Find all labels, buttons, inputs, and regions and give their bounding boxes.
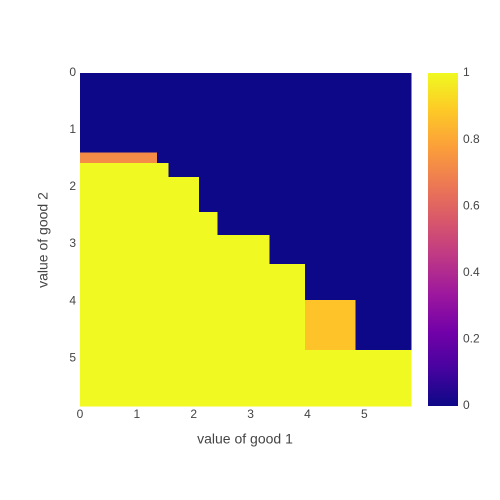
heatmap-cell <box>156 350 170 407</box>
heatmap-cell <box>269 234 306 265</box>
heatmap-cell <box>355 350 412 407</box>
heatmap-cell <box>269 212 306 236</box>
heatmap-cell <box>217 73 270 153</box>
heatmap-cell <box>80 152 158 164</box>
heatmap-cell <box>305 234 356 265</box>
colorbar-tick-label: 0.4 <box>463 265 480 279</box>
x-tick-label: 3 <box>247 407 254 421</box>
heatmap-cell <box>355 212 412 236</box>
heatmap-cell <box>269 152 306 164</box>
heatmap-cell <box>156 163 170 178</box>
heatmap-cell <box>80 299 158 351</box>
heatmap-cell <box>355 152 412 164</box>
heatmap-cell <box>217 212 270 236</box>
colorbar-tick-label: 0.2 <box>463 332 480 346</box>
heatmap-cell <box>198 264 219 301</box>
colorbar-tick-label: 1 <box>463 65 470 79</box>
heatmap-cell <box>217 176 270 213</box>
heatmap-cell <box>198 234 219 265</box>
x-tick-label: 4 <box>304 407 311 421</box>
heatmap-cell <box>168 176 200 213</box>
y-axis-title: value of good 2 <box>35 192 51 288</box>
x-tick-label: 2 <box>190 407 197 421</box>
heatmap-cell <box>305 299 356 351</box>
heatmap-cell <box>269 299 306 351</box>
heatmap-cell <box>168 299 200 351</box>
heatmap-cell <box>217 152 270 164</box>
heatmap-cell <box>156 234 170 265</box>
heatmap-cell <box>198 350 219 407</box>
heatmap-cell <box>80 350 158 407</box>
heatmap-cell <box>198 212 219 236</box>
heatmap-cell <box>305 212 356 236</box>
heatmap-cell <box>305 73 356 153</box>
colorbar-tick-label: 0.8 <box>463 132 480 146</box>
heatmap-cell <box>269 264 306 301</box>
heatmap-cell <box>80 163 158 178</box>
heatmap-cell <box>355 163 412 178</box>
heatmap-cell <box>305 152 356 164</box>
heatmap-cell <box>80 176 158 213</box>
heatmap-cell <box>269 163 306 178</box>
heatmap-cell <box>168 264 200 301</box>
heatmap-cell <box>80 234 158 265</box>
heatmap-cell <box>355 299 412 351</box>
heatmap-cell <box>156 176 170 213</box>
heatmap-cell <box>355 234 412 265</box>
heatmap-cell <box>198 73 219 153</box>
colorbar-tick-label: 0.6 <box>463 198 480 212</box>
heatmap-cell <box>305 163 356 178</box>
colorbar <box>428 73 458 406</box>
x-axis-title: value of good 1 <box>197 431 293 447</box>
heatmap-cell <box>305 264 356 301</box>
heatmap-cell <box>168 73 200 153</box>
heatmap-cell <box>80 212 158 236</box>
heatmap-cell <box>156 212 170 236</box>
heatmap-cell <box>168 152 200 164</box>
y-tick-label: 4 <box>69 293 76 307</box>
heatmap-cell <box>156 73 170 153</box>
heatmap-cell <box>355 264 412 301</box>
heatmap-cell <box>355 176 412 213</box>
heatmap-cell <box>269 73 306 153</box>
heatmap-cell <box>217 350 270 407</box>
heatmap-cell <box>269 350 306 407</box>
heatmap-cell <box>156 264 170 301</box>
heatmap-cell <box>198 299 219 351</box>
y-tick-label: 3 <box>69 236 76 250</box>
heatmap-cell <box>168 234 200 265</box>
heatmap-cell <box>168 350 200 407</box>
heatmap-cell <box>168 163 200 178</box>
heatmap-cell <box>198 163 219 178</box>
heatmap-cell <box>217 163 270 178</box>
heatmap-cell <box>217 299 270 351</box>
x-tick-label: 0 <box>77 407 84 421</box>
heatmap-cell <box>305 350 356 407</box>
y-tick-label: 5 <box>69 350 76 364</box>
heatmap-cell <box>305 176 356 213</box>
heatmap-cell <box>198 176 219 213</box>
heatmap-cell <box>156 152 170 164</box>
heatmap-cell <box>355 73 412 153</box>
heatmap-cell <box>156 299 170 351</box>
colorbar-tick-label: 0 <box>463 398 470 412</box>
heatmap-cell <box>217 234 270 265</box>
heatmap-cell <box>80 264 158 301</box>
heatmap-cell <box>198 152 219 164</box>
heatmap-cell <box>217 264 270 301</box>
heatmap-cell <box>269 176 306 213</box>
y-tick-label: 1 <box>69 122 76 136</box>
y-tick-label: 2 <box>69 179 76 193</box>
y-tick-label: 0 <box>69 65 76 79</box>
x-tick-label: 1 <box>134 407 141 421</box>
x-tick-label: 5 <box>361 407 368 421</box>
heatmap-cell <box>168 212 200 236</box>
heatmap-cell <box>80 73 158 153</box>
